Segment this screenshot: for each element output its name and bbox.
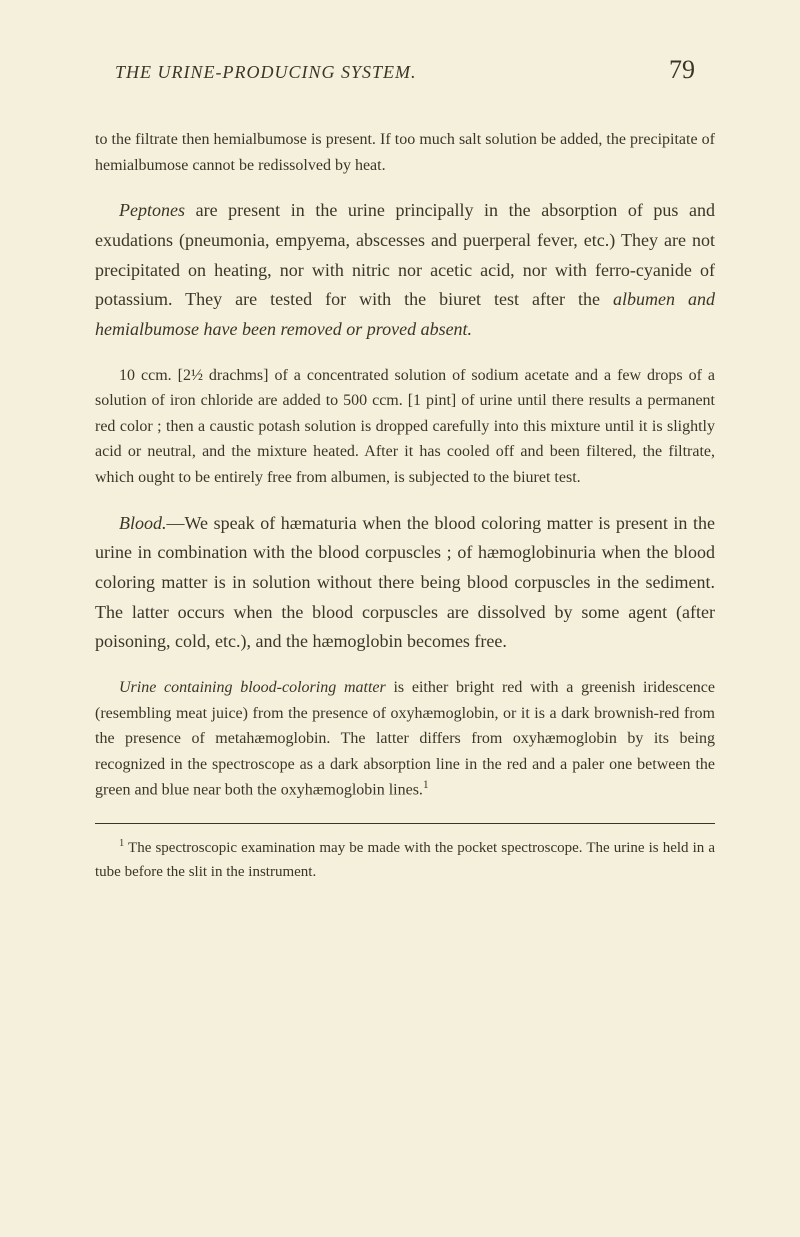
paragraph-5-text-1: is either bright red with a greenish iri… bbox=[95, 679, 715, 799]
page-header: THE URINE-PRODUCING SYSTEM. 79 bbox=[95, 55, 715, 85]
paragraph-3: 10 ccm. [2½ drachms] of a concentrated s… bbox=[95, 363, 715, 491]
running-title: THE URINE-PRODUCING SYSTEM. bbox=[115, 62, 417, 83]
footnote: 1 The spectroscopic examination may be m… bbox=[95, 836, 715, 884]
footnote-ref: 1 bbox=[423, 779, 429, 791]
paragraph-2-italic-1: Peptones bbox=[119, 200, 185, 220]
paragraph-4-italic-1: Blood. bbox=[119, 513, 167, 533]
footnote-text: The spectroscopic examination may be mad… bbox=[95, 840, 715, 880]
page-number: 79 bbox=[669, 55, 695, 85]
paragraph-1: to the filtrate then hemialbumose is pre… bbox=[95, 127, 715, 178]
paragraph-4: Blood.—We speak of hæmaturia when the bl… bbox=[95, 509, 715, 657]
footnote-divider bbox=[95, 823, 715, 824]
paragraph-3-text: 10 ccm. [2½ drachms] of a concentrated s… bbox=[95, 367, 715, 486]
paragraph-2: Peptones are present in the urine princi… bbox=[95, 196, 715, 344]
paragraph-5: Urine containing blood-coloring matter i… bbox=[95, 675, 715, 803]
paragraph-1-text: to the filtrate then hemialbumose is pre… bbox=[95, 131, 715, 174]
paragraph-5-italic-1: Urine containing blood-coloring matter bbox=[119, 679, 386, 696]
paragraph-4-text-1: —We speak of hæmaturia when the blood co… bbox=[95, 513, 715, 652]
